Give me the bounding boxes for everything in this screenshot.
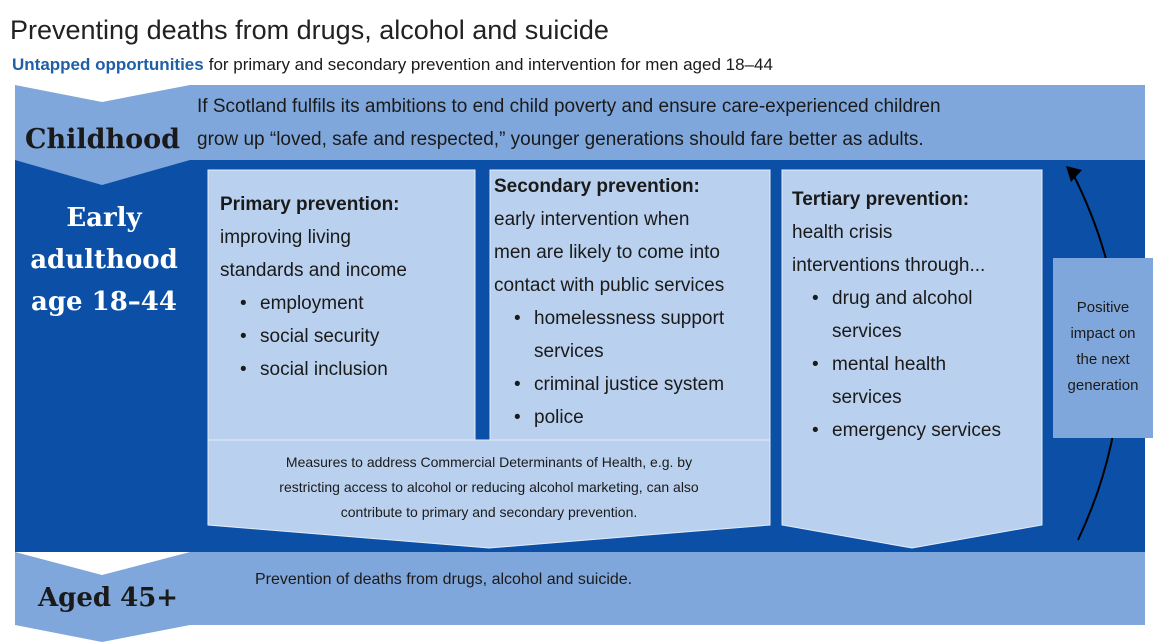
aged-band [190, 552, 1145, 625]
bullet-text: employment [240, 289, 363, 319]
aged-chevron [15, 552, 190, 642]
bullet-text: criminal justice system [514, 370, 724, 400]
commercial-box [207, 439, 771, 549]
arrow-head [1066, 166, 1082, 182]
stage-label: Early [66, 203, 142, 233]
box-heading: Tertiary prevention: [792, 189, 970, 210]
box-text: men are likely to come into [494, 242, 720, 263]
commercial-text: contribute to primary and secondary prev… [340, 504, 638, 520]
subtitle: Untapped opportunities for primary and se… [12, 52, 773, 78]
stage-label: Childhood [25, 124, 181, 155]
bullet-text: services [832, 321, 902, 342]
bullet-text: social inclusion [240, 355, 388, 385]
childhood-chevron [15, 85, 190, 185]
impact-text: the next [1076, 351, 1130, 368]
subtitle-highlight: Untapped opportunities [12, 55, 204, 74]
impact-text: generation [1067, 377, 1139, 394]
stage-label: adulthood [30, 245, 178, 275]
box-text: improving living [220, 227, 351, 248]
commercial-text: restricting access to alcohol or reducin… [279, 479, 699, 495]
box-text: interventions through... [792, 255, 986, 276]
impact-text: impact on [1070, 325, 1136, 342]
box-heading: Secondary prevention: [494, 176, 700, 197]
bullet-text: drug and alcohol [812, 284, 972, 314]
subtitle-text: for primary and secondary prevention and… [208, 55, 773, 74]
box-text: contact with public services [494, 275, 725, 296]
impact-box [1053, 258, 1153, 438]
stage-label: age 18–44 [31, 287, 177, 317]
box-text: early intervention when [494, 209, 690, 230]
box-heading: Primary prevention: [220, 194, 400, 215]
childhood-text: If Scotland fulfils its ambitions to end… [197, 96, 941, 117]
bullet-text: emergency services [812, 416, 1001, 446]
bullet-text: services [832, 387, 902, 408]
stage-label: Aged 45+ [38, 583, 179, 613]
bullet-text: police [514, 403, 584, 433]
bullet-text: mental health [812, 350, 946, 380]
bullet-text: homelessness support [514, 304, 724, 334]
bullet-text: services [534, 341, 604, 362]
box-text: standards and income [220, 260, 407, 281]
box-text: health crisis [792, 222, 893, 243]
commercial-text: Measures to address Commercial Determina… [285, 454, 693, 470]
impact-text: Positive [1076, 299, 1130, 316]
aged-text: Prevention of deaths from drugs, alcohol… [255, 571, 633, 588]
bullet-text: social security [240, 322, 379, 352]
childhood-text: grow up “loved, safe and respected,” you… [197, 129, 924, 150]
title: Preventing deaths from drugs, alcohol an… [10, 15, 609, 45]
childhood-band [190, 85, 1145, 160]
